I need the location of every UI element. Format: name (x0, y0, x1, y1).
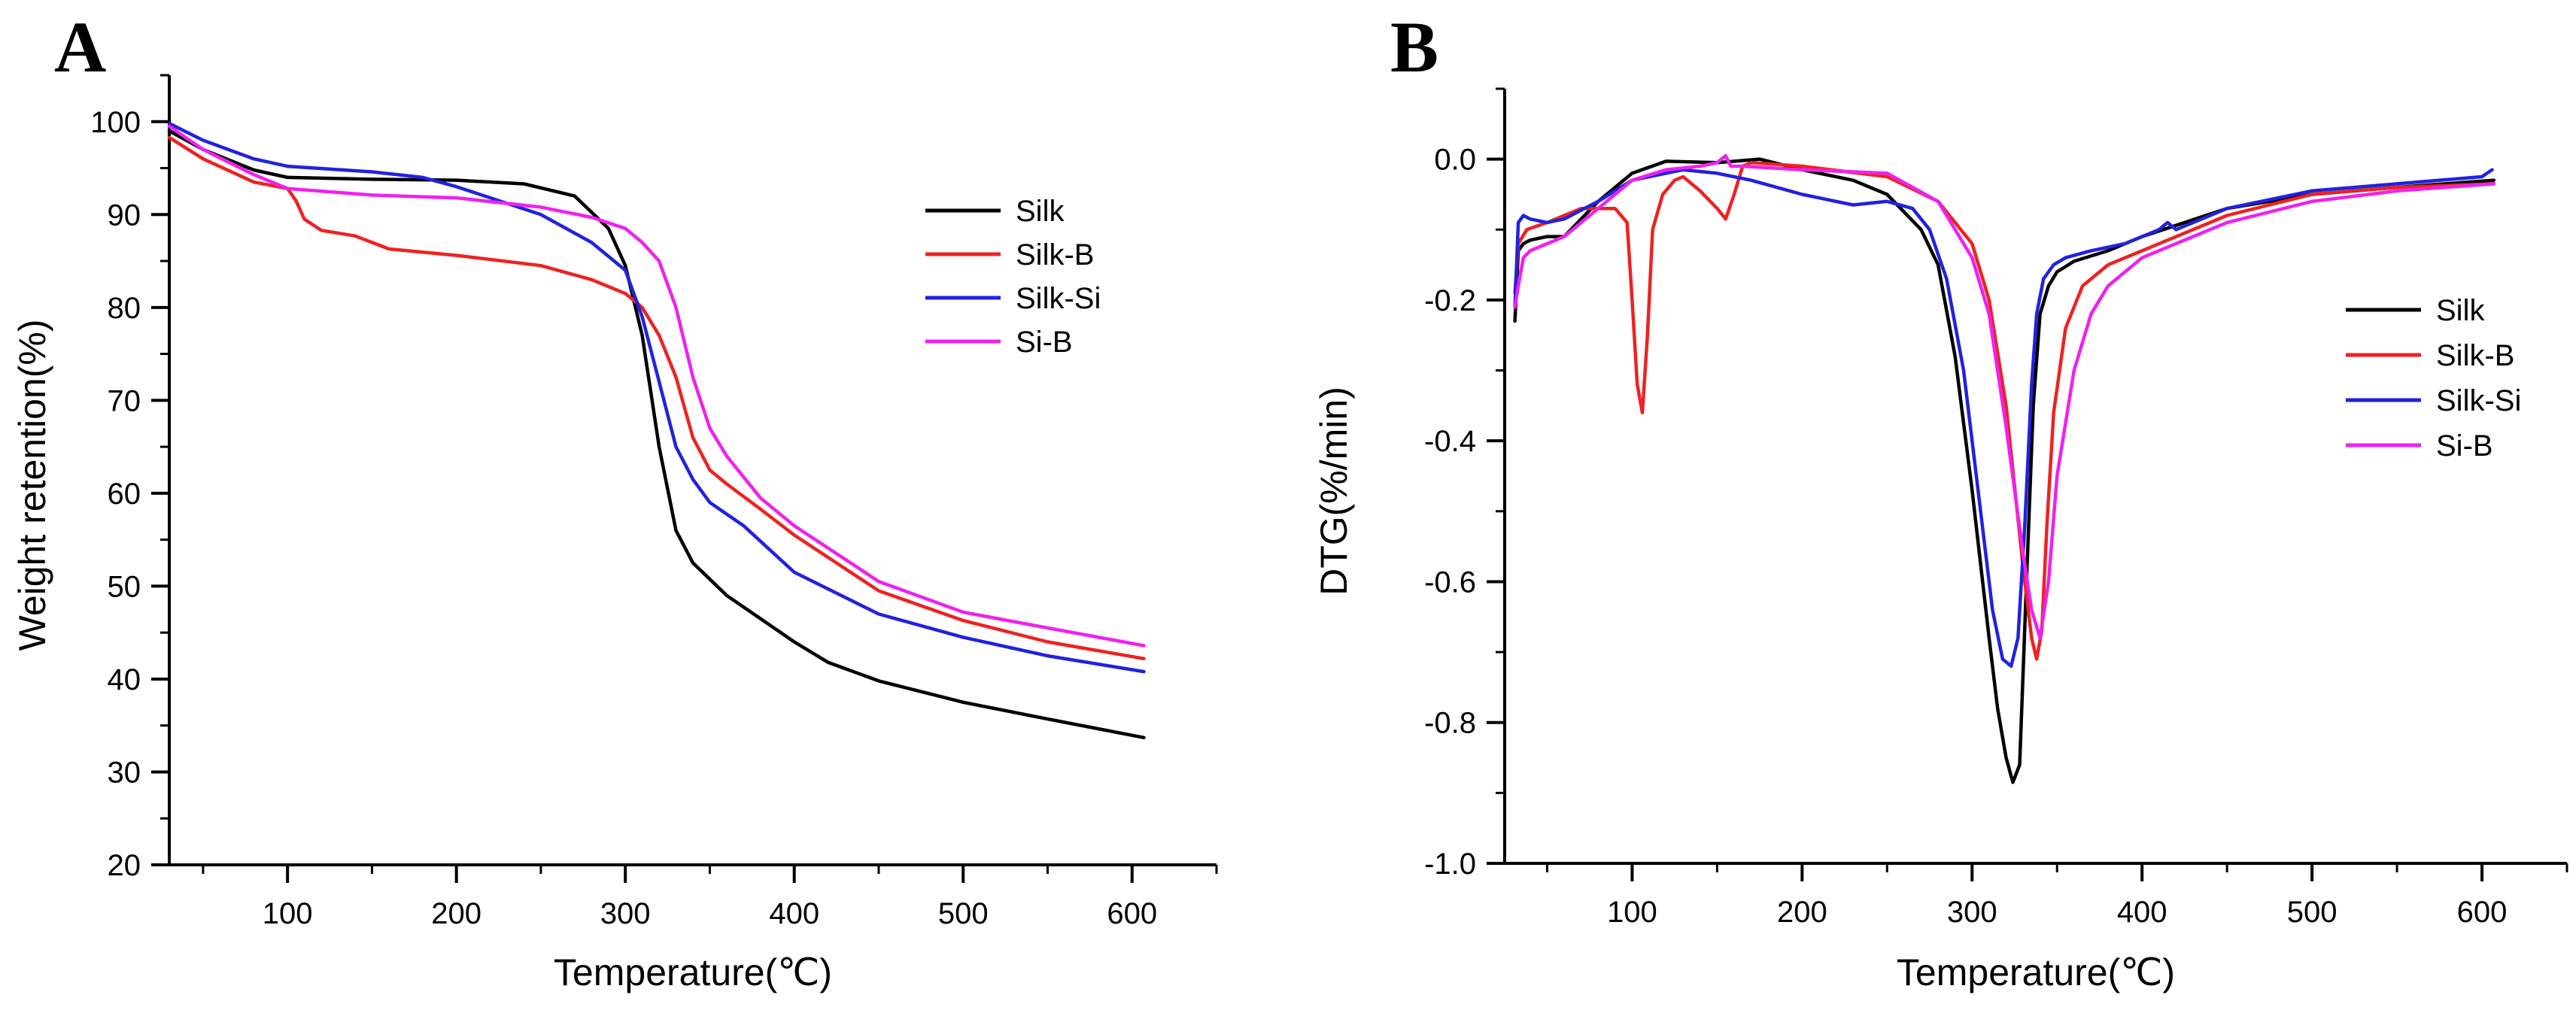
chart-b-legend-label-silk-b: Silk-B (2436, 339, 2514, 372)
chart-b-legend-label-silk: Silk (2436, 294, 2485, 327)
chart-a-series-silk (167, 129, 1146, 740)
chart-b-series-silk-b (1513, 161, 2496, 661)
chart-b-x-tick-label: 100 (1607, 896, 1657, 929)
chart-a-series-silk-b (167, 135, 1146, 661)
chart-a-x-tick-label: 200 (431, 897, 481, 930)
chart-b-y-tick-label: 0.0 (1434, 144, 1476, 177)
chart-b-y-axis-label: DTG(%/min) (1313, 387, 1355, 596)
chart-a-x-tick-label: 500 (938, 897, 989, 930)
chart-a-x-axis-label: Temperature(℃) (554, 951, 832, 993)
chart-b-x-tick-label: 300 (1947, 896, 1997, 929)
chart-b-y-tick-label: -0.2 (1424, 284, 1476, 317)
chart-a-legend-label-silk-b: Silk-B (1016, 238, 1094, 271)
chart-b-series-silk-si (1513, 168, 2494, 669)
chart-a-y-tick-label: 80 (108, 292, 141, 325)
chart-b-x-tick-label: 400 (2117, 896, 2167, 929)
chart-a-x-tick-label: 300 (600, 897, 651, 930)
chart-a-legend-label-silk-si: Silk-Si (1016, 282, 1101, 315)
chart-a-y-tick-label: 30 (108, 756, 141, 789)
chart-a-x-tick-label: 400 (769, 897, 819, 930)
chart-a-y-tick-label: 100 (90, 106, 141, 139)
chart-b-y-tick-label: -1.0 (1424, 848, 1476, 881)
chart-b-x-tick-label: 200 (1777, 896, 1827, 929)
chart-b-x-tick-label: 500 (2287, 896, 2338, 929)
chart-b-y-tick-label: -0.8 (1424, 707, 1476, 740)
chart-a-y-axis-label: Weight retention(%) (11, 320, 53, 651)
chart-a-series-silk-si (167, 121, 1146, 674)
chart-a-legend-label-si-b: Si-B (1016, 326, 1073, 359)
chart-a-x-tick-label: 100 (263, 897, 313, 930)
chart-a-legend-label-silk: Silk (1016, 195, 1065, 228)
chart-a-y-tick-label: 70 (108, 384, 141, 417)
chart-b: 100 200 300 400 500 600 -1.0 -0.8 -0.6 -0.4 -0.2 0.… (1313, 87, 2568, 993)
chart-a-y-tick-label: 90 (108, 199, 141, 232)
chart-a-y-tick-label: 40 (108, 663, 141, 696)
chart-a-y-tick-label: 20 (108, 849, 141, 882)
panel-letter-b: B (1390, 7, 1438, 87)
chart-a: 100 200 300 400 500 600 20 30 40 50 60 70 80 90 100 Tem… (11, 74, 1218, 993)
chart-a-x-tick-label: 600 (1107, 897, 1157, 930)
chart-b-series-si-b (1513, 153, 2496, 640)
chart-b-y-tick-label: -0.4 (1424, 425, 1476, 458)
chart-a-y-tick-label: 50 (108, 570, 141, 603)
chart-b-x-axis-label: Temperature(℃) (1897, 951, 2175, 993)
panel-letter-a: A (54, 7, 106, 87)
chart-b-y-tick-label: -0.6 (1424, 566, 1476, 599)
chart-b-legend-label-silk-si: Silk-Si (2436, 384, 2521, 417)
chart-a-y-tick-label: 60 (108, 478, 141, 511)
chart-b-legend-label-si-b: Si-B (2436, 429, 2493, 463)
chart-b-series-silk (1513, 157, 2496, 784)
chart-b-x-tick-label: 600 (2457, 896, 2508, 929)
chart-a-series-si-b (167, 124, 1146, 648)
